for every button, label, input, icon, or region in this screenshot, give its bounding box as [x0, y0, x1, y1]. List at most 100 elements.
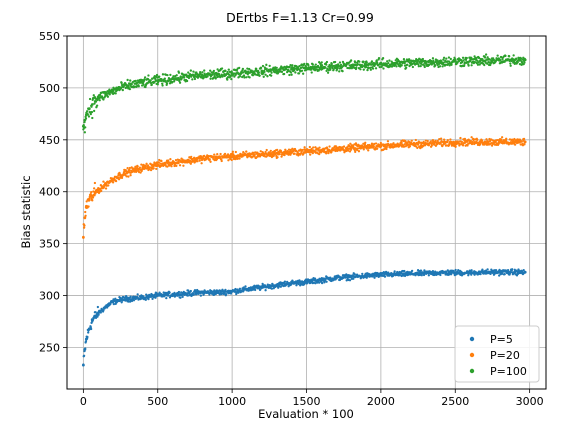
data-point [400, 141, 403, 145]
data-point [317, 281, 321, 284]
data-point [94, 192, 97, 195]
data-point [178, 81, 182, 84]
data-point [419, 269, 423, 272]
data-point [116, 176, 120, 179]
data-point [447, 62, 450, 66]
data-point [325, 63, 328, 66]
data-point [374, 142, 378, 145]
data-point [97, 313, 100, 316]
data-point [229, 292, 233, 295]
data-point [484, 53, 488, 56]
data-point [155, 167, 158, 170]
data-point [194, 73, 197, 76]
series-p-20 [81, 136, 527, 239]
data-point [372, 145, 375, 148]
data-point [248, 67, 251, 71]
data-point [291, 64, 294, 67]
data-point [387, 62, 390, 65]
data-point [179, 75, 182, 78]
data-point [170, 165, 173, 168]
data-point [342, 145, 346, 148]
data-point [430, 144, 433, 147]
data-point [385, 147, 388, 151]
data-point [211, 73, 214, 76]
data-point [289, 283, 293, 286]
data-point [96, 315, 99, 318]
data-point [93, 181, 97, 185]
data-point [439, 137, 443, 140]
data-point [300, 69, 304, 72]
data-point [442, 56, 446, 59]
data-point [476, 63, 480, 66]
data-point [320, 64, 324, 67]
data-point [215, 71, 218, 75]
data-point [336, 66, 339, 69]
data-point [165, 297, 168, 300]
data-point [82, 226, 86, 229]
data-point [259, 66, 263, 70]
data-point [303, 62, 306, 66]
data-point [93, 102, 96, 105]
data-point [513, 143, 517, 146]
data-point [353, 273, 356, 276]
data-point [483, 63, 486, 67]
data-point [168, 77, 171, 81]
data-point [481, 268, 484, 271]
data-point [238, 75, 242, 78]
data-point [82, 363, 85, 366]
legend-label: P=5 [490, 333, 513, 346]
data-point [224, 288, 227, 292]
data-point [83, 349, 86, 353]
data-point [127, 175, 130, 178]
data-point [98, 93, 102, 96]
data-point [110, 88, 114, 91]
data-point [146, 77, 150, 81]
data-point [185, 79, 189, 83]
data-point [266, 75, 269, 78]
data-point [86, 335, 89, 339]
data-point [347, 149, 350, 152]
data-point [169, 158, 172, 161]
data-point [488, 58, 491, 61]
data-point [439, 273, 442, 277]
data-point [328, 145, 331, 148]
data-point [83, 216, 87, 220]
data-point [216, 153, 219, 156]
data-point [102, 186, 105, 189]
data-point [130, 299, 134, 303]
data-point [348, 279, 352, 282]
data-point [288, 73, 291, 77]
data-point [382, 67, 385, 70]
data-point [202, 76, 206, 79]
data-point [125, 175, 128, 178]
data-point [308, 151, 311, 154]
x-tick-label: 1000 [218, 395, 246, 408]
data-point [256, 151, 259, 154]
data-point [422, 273, 426, 277]
data-point [269, 149, 272, 153]
data-point [96, 305, 100, 309]
data-point [117, 178, 121, 181]
x-tick-label: 2500 [441, 395, 469, 408]
data-point [258, 74, 261, 77]
data-point [96, 98, 99, 102]
data-point [114, 92, 117, 95]
data-point [89, 326, 92, 329]
data-point [450, 63, 453, 66]
y-axis-title: Bias statistic [19, 175, 33, 248]
data-point [301, 148, 304, 152]
legend-marker [469, 352, 475, 358]
points-layer [81, 53, 527, 367]
data-point [417, 63, 420, 66]
data-point [139, 171, 142, 174]
data-point [118, 173, 121, 176]
data-point [216, 68, 219, 71]
data-point [471, 140, 474, 144]
data-point [489, 272, 492, 276]
data-point [408, 145, 412, 148]
data-point [338, 70, 341, 73]
data-point [280, 70, 284, 74]
data-point [381, 57, 385, 60]
data-point [262, 72, 265, 75]
data-point [206, 75, 209, 78]
